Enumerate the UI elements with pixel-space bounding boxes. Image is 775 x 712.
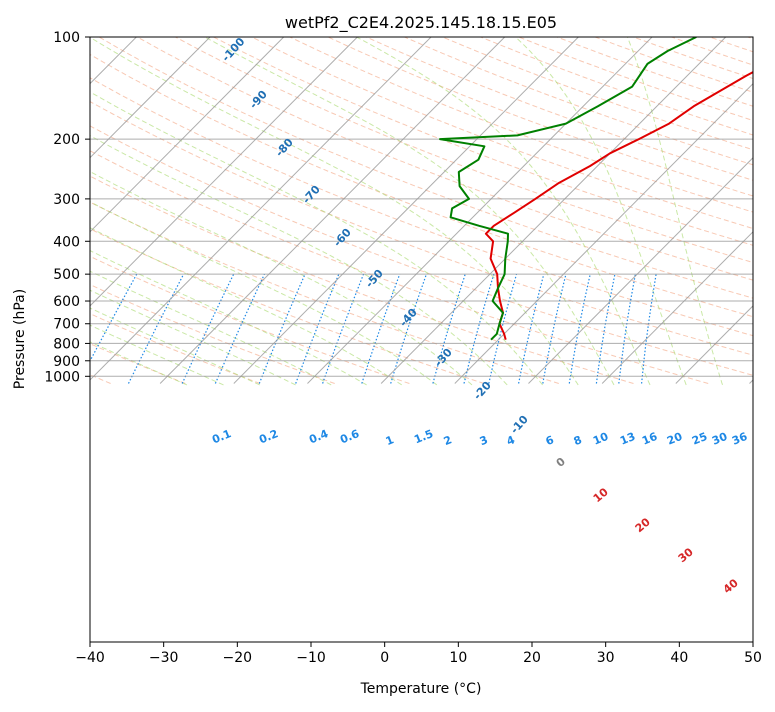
y-tick-label: 900 (53, 354, 80, 370)
x-tick-label: 50 (744, 650, 762, 666)
x-tick-label: −20 (223, 650, 253, 666)
y-tick-label: 300 (53, 192, 80, 208)
y-tick-label: 700 (53, 317, 80, 333)
y-tick-label: 600 (53, 294, 80, 310)
y-tick-label: 400 (53, 234, 80, 250)
x-tick-label: 0 (380, 650, 389, 666)
y-tick-label: 200 (53, 132, 80, 148)
y-tick-label: 500 (53, 267, 80, 283)
y-axis-label: Pressure (hPa) (12, 289, 28, 389)
y-tick-label: 800 (53, 336, 80, 352)
x-tick-label: 30 (597, 650, 615, 666)
x-tick-label: 10 (449, 650, 467, 666)
x-tick-label: −10 (296, 650, 326, 666)
x-axis-label: Temperature (°C) (360, 681, 482, 697)
y-tick-label: 100 (53, 30, 80, 46)
x-tick-label: 20 (523, 650, 541, 666)
x-tick-label: 40 (670, 650, 688, 666)
x-tick-label: −30 (149, 650, 179, 666)
chart-title: wetPf2_C2E4.2025.145.18.15.E05 (285, 13, 557, 33)
x-tick-label: −40 (75, 650, 105, 666)
y-tick-label: 1000 (44, 369, 80, 385)
